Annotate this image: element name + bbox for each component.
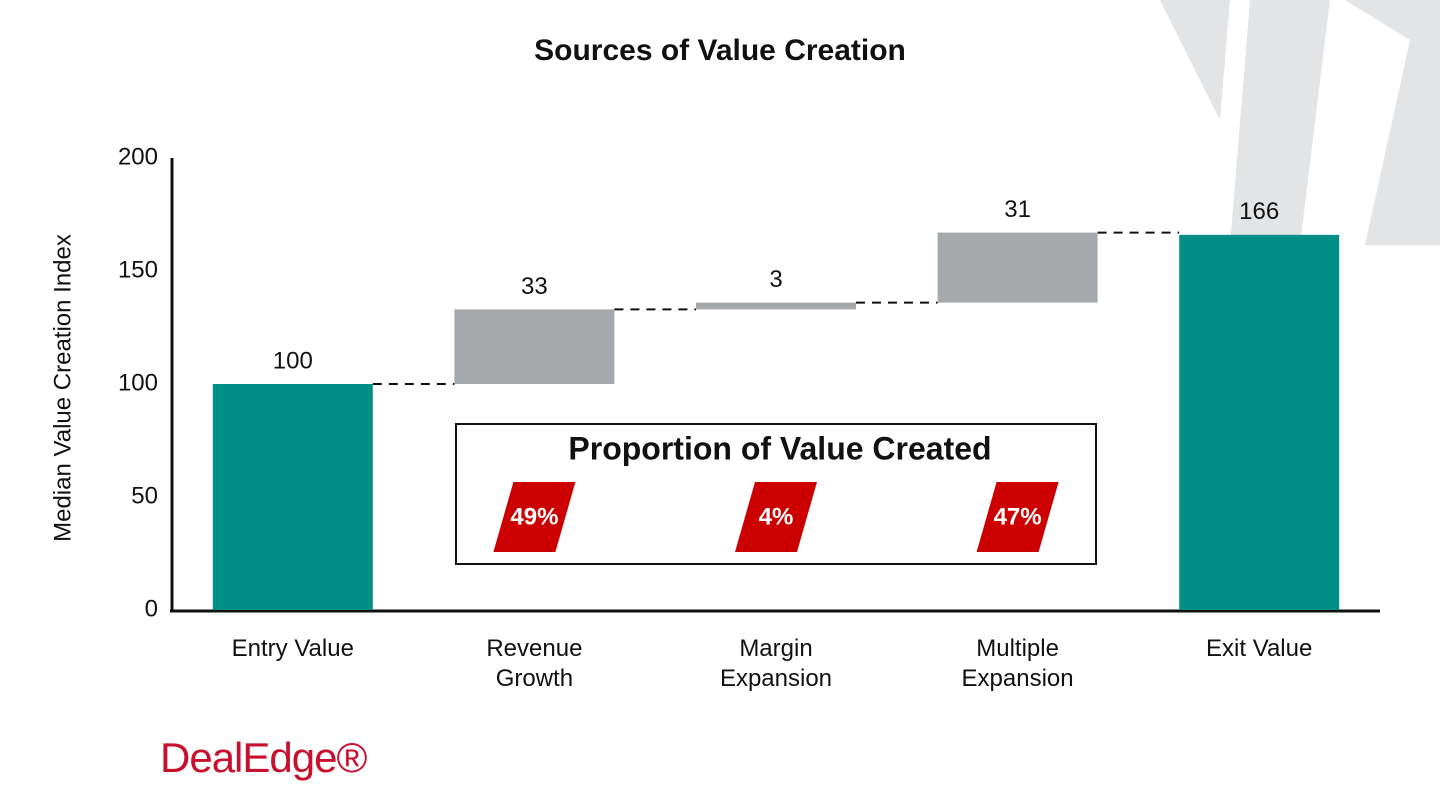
bar [1179, 234, 1340, 610]
x-tick-label: Multiple Expansion [961, 635, 1074, 692]
y-tick-label: 0 [145, 595, 158, 622]
bar [696, 302, 856, 310]
proportion-label: 4% [759, 503, 794, 530]
y-tick-label: 200 [118, 143, 158, 170]
x-tick-label: Margin Expansion [719, 635, 833, 692]
inset-title: Proportion of Value Created [568, 430, 991, 466]
y-tick-label: 100 [118, 369, 158, 396]
value-label: 31 [1004, 196, 1031, 223]
value-label: 3 [769, 266, 782, 293]
bar [454, 309, 615, 384]
value-label: 100 [273, 347, 313, 374]
y-axis-label: Median Value Creation Index [49, 234, 76, 542]
x-tick-label: Entry Value [231, 635, 354, 662]
value-label: 166 [1239, 198, 1279, 225]
proportion-badge [735, 482, 817, 552]
bar [937, 232, 1098, 303]
value-label: 33 [521, 273, 548, 300]
bar [212, 384, 373, 610]
logo: DealEdge® [160, 734, 367, 781]
inset-box [455, 423, 1097, 565]
proportion-badge [493, 482, 576, 552]
y-tick-label: 50 [131, 482, 158, 509]
proportion-label: 49% [510, 503, 558, 530]
y-tick-label: 150 [118, 256, 158, 283]
decoration [1160, 0, 1440, 245]
x-tick-label: Revenue Growth [486, 635, 583, 692]
chart-title: Sources of Value Creation [534, 34, 906, 67]
proportion-label: 47% [994, 503, 1042, 530]
x-tick-label: Exit Value [1206, 635, 1313, 662]
proportion-badge [976, 482, 1059, 552]
